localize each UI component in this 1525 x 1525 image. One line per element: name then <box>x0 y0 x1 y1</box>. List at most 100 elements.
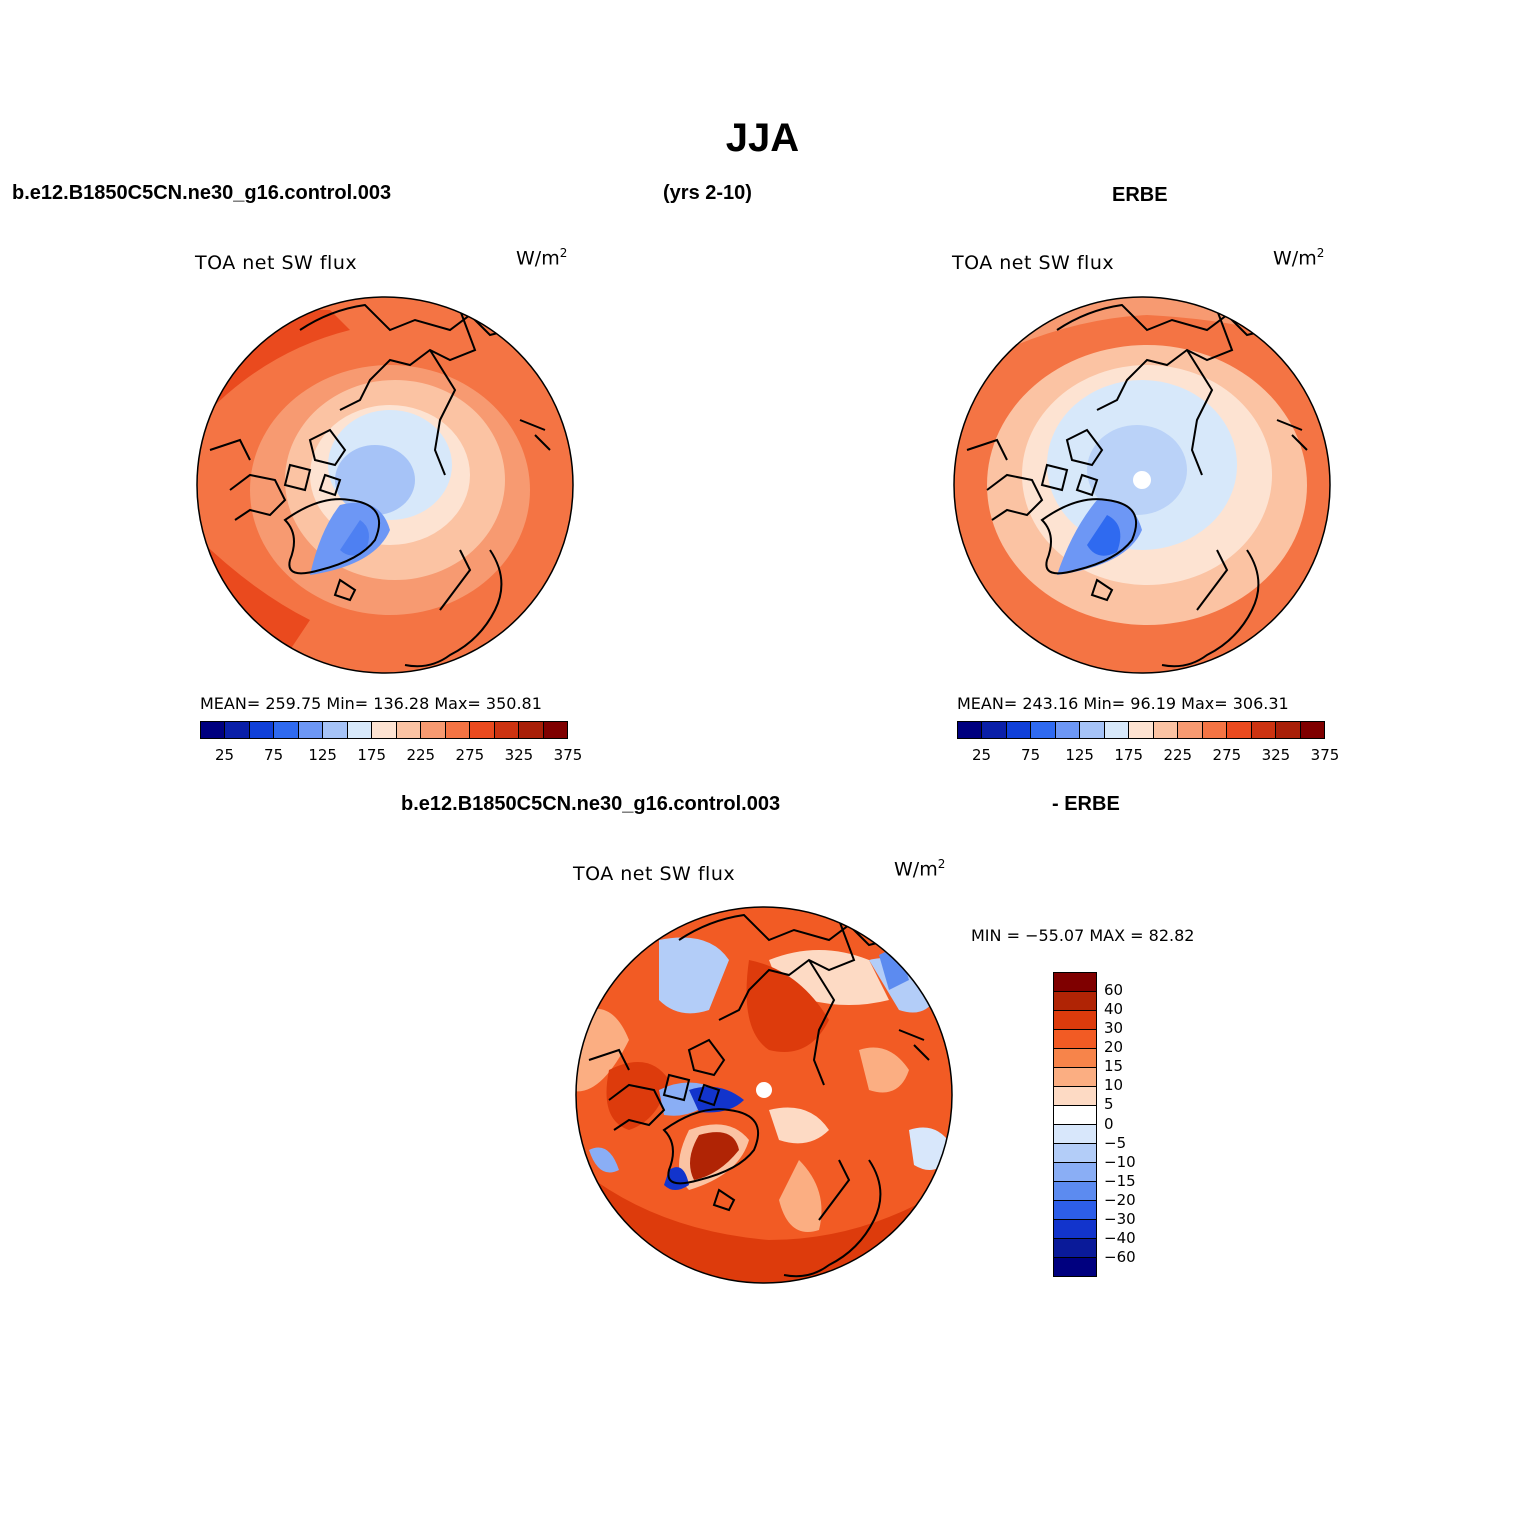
obs-name-header: ERBE <box>1112 184 1168 206</box>
obs-colorbar-tick-label: 325 <box>1261 746 1291 764</box>
diff-colorbar-swatch-15 <box>1054 1258 1096 1276</box>
diff-colorbar-tick-label: 60 <box>1104 981 1124 1000</box>
model-colorbar-swatch-8 <box>396 722 422 738</box>
model-colorbar-swatch-14 <box>543 722 568 738</box>
model-colorbar-swatch-2 <box>249 722 275 738</box>
obs-colorbar-swatch-4 <box>1055 722 1081 738</box>
diff-colorbar-swatch-13 <box>1054 1220 1096 1239</box>
diff-colorbar-tick-label: 0 <box>1104 1114 1114 1133</box>
obs-panel-title: TOA net SW flux <box>952 252 1115 274</box>
model-colorbar-tick-label: 175 <box>357 746 387 764</box>
diff-colorbar-swatch-0 <box>1054 973 1096 992</box>
obs-colorbar-swatch-1 <box>982 722 1007 738</box>
diff-colorbar-tick-label: −5 <box>1104 1133 1127 1152</box>
diff-obs-header: - ERBE <box>1052 793 1120 815</box>
diff-colorbar-swatch-1 <box>1054 992 1096 1011</box>
diff-colorbar-tick-label: −40 <box>1104 1228 1136 1247</box>
diff-colorbar-tick-label: 30 <box>1104 1019 1124 1038</box>
obs-colorbar-swatch-9 <box>1178 722 1203 738</box>
model-colorbar-tick-label: 225 <box>406 746 436 764</box>
obs-colorbar-swatch-10 <box>1202 722 1228 738</box>
model-polar-map <box>196 296 574 674</box>
obs-colorbar-swatch-12 <box>1251 722 1277 738</box>
model-colorbar-swatch-11 <box>470 722 495 738</box>
model-colorbar-tick-label: 275 <box>455 746 485 764</box>
model-colorbar-swatch-10 <box>445 722 471 738</box>
diff-stats: MIN = −55.07 MAX = 82.82 <box>971 926 1195 945</box>
diff-colorbar-swatch-7 <box>1054 1106 1096 1125</box>
diff-colorbar-swatch-9 <box>1054 1144 1096 1163</box>
diff-colorbar-swatch-2 <box>1054 1011 1096 1030</box>
model-colorbar <box>200 721 568 739</box>
diff-colorbar-swatch-11 <box>1054 1182 1096 1201</box>
model-colorbar-swatch-3 <box>274 722 299 738</box>
diff-colorbar-tick-label: 20 <box>1104 1038 1124 1057</box>
diff-colorbar-tick-label: −15 <box>1104 1171 1136 1190</box>
obs-colorbar-swatch-2 <box>1006 722 1032 738</box>
model-colorbar-swatch-6 <box>347 722 373 738</box>
obs-colorbar-tick-label: 275 <box>1212 746 1242 764</box>
obs-colorbar-tick-label: 75 <box>1021 746 1041 764</box>
model-colorbar-swatch-0 <box>201 722 226 738</box>
obs-units: W/m2 <box>1273 246 1325 270</box>
years-header: (yrs 2-10) <box>663 182 752 204</box>
diff-colorbar-swatch-12 <box>1054 1201 1096 1220</box>
diff-colorbar-swatch-14 <box>1054 1239 1096 1258</box>
obs-colorbar-tick-label: 25 <box>971 746 992 764</box>
model-colorbar-swatch-13 <box>519 722 544 738</box>
model-colorbar-swatch-7 <box>372 722 397 738</box>
diff-colorbar-tick-label: 40 <box>1104 1000 1124 1019</box>
obs-colorbar-swatch-8 <box>1153 722 1179 738</box>
model-colorbar-swatch-4 <box>298 722 324 738</box>
model-colorbar-swatch-5 <box>323 722 348 738</box>
diff-colorbar-swatch-10 <box>1054 1163 1096 1182</box>
obs-colorbar-tick-label: 225 <box>1163 746 1193 764</box>
diff-polar-map <box>575 906 953 1284</box>
diff-colorbar-tick-label: 5 <box>1104 1095 1114 1114</box>
diff-colorbar-swatch-8 <box>1054 1125 1096 1144</box>
obs-stats: MEAN= 243.16 Min= 96.19 Max= 306.31 <box>957 694 1289 713</box>
model-colorbar-tick-label: 125 <box>308 746 337 764</box>
diff-colorbar-tick-label: −30 <box>1104 1209 1136 1228</box>
model-panel-title: TOA net SW flux <box>195 252 358 274</box>
obs-colorbar-swatch-13 <box>1276 722 1301 738</box>
case-name-header: b.e12.B1850C5CN.ne30_g16.control.003 <box>12 182 392 204</box>
diff-case-header: b.e12.B1850C5CN.ne30_g16.control.003 <box>401 793 781 815</box>
obs-colorbar-tick-label: 125 <box>1065 746 1094 764</box>
diff-colorbar-swatch-5 <box>1054 1068 1096 1087</box>
model-colorbar-swatch-12 <box>494 722 520 738</box>
obs-colorbar-swatch-11 <box>1227 722 1252 738</box>
model-colorbar-labels: 25 75 125 175 225 275 325 375 <box>200 746 582 766</box>
obs-colorbar-swatch-5 <box>1080 722 1105 738</box>
model-colorbar-swatch-1 <box>225 722 250 738</box>
diff-units: W/m2 <box>894 857 946 881</box>
model-colorbar-tick-label: 325 <box>504 746 534 764</box>
diff-colorbar <box>1053 972 1097 1277</box>
diff-colorbar-labels: 60 40 30 20 15 10 5 0 −5 −10 −15 −20 −30 −40 −60 <box>1104 972 1164 1277</box>
obs-colorbar-swatch-0 <box>958 722 983 738</box>
model-colorbar-tick-label: 375 <box>553 746 583 764</box>
obs-colorbar-swatch-7 <box>1129 722 1154 738</box>
obs-colorbar-labels: 25 75 125 175 225 275 325 375 <box>957 746 1339 766</box>
diff-colorbar-tick-label: −60 <box>1104 1247 1136 1266</box>
diff-colorbar-swatch-3 <box>1054 1030 1096 1049</box>
model-colorbar-swatch-9 <box>421 722 446 738</box>
obs-colorbar-tick-label: 175 <box>1114 746 1144 764</box>
main-title: JJA <box>725 116 800 160</box>
obs-colorbar <box>957 721 1325 739</box>
diff-colorbar-tick-label: 15 <box>1104 1057 1124 1076</box>
model-colorbar-tick-label: 75 <box>264 746 284 764</box>
diff-colorbar-tick-label: 10 <box>1104 1076 1124 1095</box>
model-colorbar-tick-label: 25 <box>214 746 235 764</box>
diff-panel-title: TOA net SW flux <box>573 863 736 885</box>
obs-colorbar-swatch-3 <box>1031 722 1056 738</box>
obs-colorbar-swatch-14 <box>1300 722 1325 738</box>
diff-colorbar-tick-label: −10 <box>1104 1152 1136 1171</box>
model-units: W/m2 <box>516 246 568 270</box>
diff-colorbar-swatch-6 <box>1054 1087 1096 1106</box>
obs-colorbar-tick-label: 375 <box>1310 746 1340 764</box>
obs-colorbar-swatch-6 <box>1104 722 1130 738</box>
obs-polar-map <box>953 296 1331 674</box>
model-stats: MEAN= 259.75 Min= 136.28 Max= 350.81 <box>200 694 542 713</box>
diff-colorbar-swatch-4 <box>1054 1049 1096 1068</box>
